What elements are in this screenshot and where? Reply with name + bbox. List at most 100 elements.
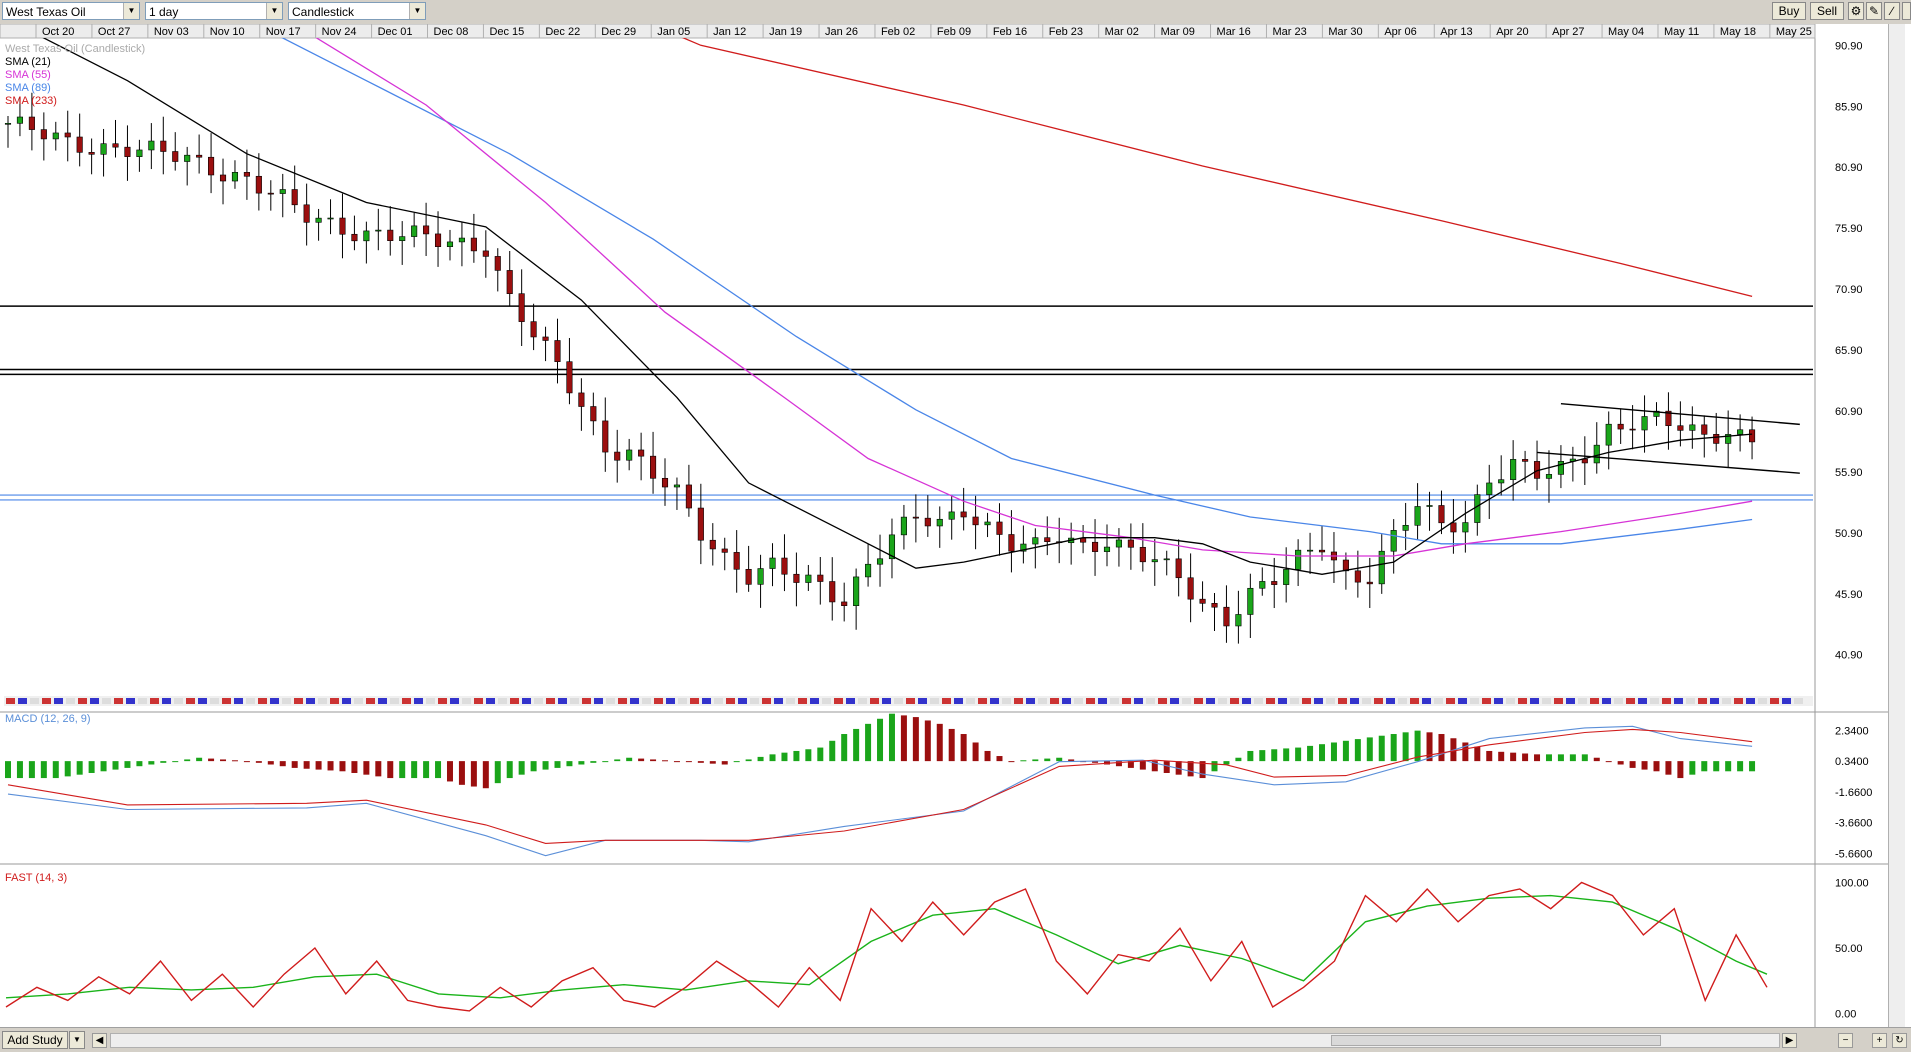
macd-histogram-bar [1295,747,1302,762]
event-flag-icon [318,698,327,704]
macd-histogram-bar [1749,761,1756,772]
sma-21-line [42,38,1753,575]
event-flag-icon [510,698,519,704]
macd-histogram-bar [900,715,907,762]
candle-body [303,204,310,223]
event-flag-icon [138,698,147,704]
event-flag-icon [342,698,351,704]
event-flag-icon [546,698,555,704]
macd-histogram-bar [64,761,71,777]
macd-histogram-bar [1235,757,1242,762]
macd-histogram-bar [446,761,453,782]
macd-histogram-bar [136,761,143,767]
event-flag-icon [1446,698,1455,704]
event-flag-icon [714,698,723,704]
chevron-down-icon[interactable]: ▼ [69,1031,85,1049]
interval-select[interactable]: 1 day ▼ [145,2,283,20]
vertical-scrollbar[interactable] [1888,24,1905,1027]
price-tick-label: 75.90 [1835,223,1863,235]
event-flag-icon [1626,698,1635,704]
event-flag-icon [582,698,591,704]
event-flag-icon [1650,698,1659,704]
macd-histogram-bar [208,758,215,762]
channel-line [1536,451,1800,474]
macd-histogram-bar [972,742,979,762]
chart-svg[interactable]: Oct 20 Oct 27 Nov 03 Nov 10 Nov 17 Nov 24 Dec … [0,24,1911,1027]
macd-histogram-bar [1545,754,1552,762]
chevron-down-icon[interactable]: ▼ [409,3,425,19]
chevron-down-icon[interactable]: ▼ [123,3,139,19]
macd-histogram-bar [697,761,704,763]
reset-icon[interactable]: ↻ [1892,1033,1907,1048]
date-label: Feb 02 [881,26,915,38]
candle-body [590,406,597,422]
event-flag-icon [594,698,603,704]
chevron-down-icon[interactable]: ▼ [266,3,282,19]
event-flag-icon [18,698,27,704]
macd-histogram-bar [805,749,812,762]
event-flag-icon [918,698,927,704]
event-flag-icon [750,698,759,704]
zoom-in-icon[interactable]: + [1872,1033,1887,1048]
scroll-right-icon[interactable]: ▶ [1782,1033,1797,1048]
scroll-left-icon[interactable]: ◀ [92,1033,107,1048]
event-flag-icon [30,698,39,704]
macd-histogram-bar [28,761,35,779]
chart-style-select[interactable]: Candlestick ▼ [288,2,426,20]
candle-body [1486,482,1493,495]
macd-histogram-bar [1056,757,1063,762]
macd-histogram-bar [936,723,943,762]
candle-body [1378,550,1385,585]
sell-button[interactable]: Sell [1810,2,1844,20]
event-flag-icon [642,698,651,704]
event-flag-icon [1422,698,1431,704]
scroll-thumb[interactable] [1331,1035,1661,1046]
candle-body [1689,424,1696,431]
cursor-icon[interactable] [1902,2,1911,20]
instrument-select[interactable]: West Texas Oil ▼ [2,2,140,20]
candle-body [1223,606,1230,627]
event-flag-icon [1662,698,1671,704]
candle-body [1438,505,1445,524]
horizontal-scrollbar[interactable] [110,1033,1780,1048]
macd-title: MACD (12, 26, 9) [5,713,91,725]
macd-histogram-bar [1438,734,1445,762]
macd-histogram-bar [411,761,418,779]
candle-body [1749,429,1756,443]
sma-group [42,38,1753,575]
date-label: Mar 02 [1105,26,1139,38]
macd-histogram-bar [877,718,884,762]
event-flag-icon [1254,698,1263,704]
gear-icon[interactable]: ⚙ [1848,2,1864,20]
candle-body [482,250,489,257]
event-flag-icon [1746,698,1755,704]
macd-histogram-bar [602,761,609,763]
event-flag-icon [378,698,387,704]
event-flag-icon [1158,698,1167,704]
date-label: Apr 27 [1552,26,1584,38]
pencil-icon[interactable]: ✎ [1866,2,1882,20]
candle-body [1175,558,1182,579]
candle-body [1462,522,1469,533]
candle-body [1342,559,1349,572]
buy-button[interactable]: Buy [1772,2,1806,20]
macd-histogram-bar [1187,761,1194,777]
date-label: May 25 [1776,26,1812,38]
add-study-button[interactable]: Add Study [2,1031,68,1049]
event-flag-icon [414,698,423,704]
macd-histogram-bar [1557,754,1564,762]
zoom-out-icon[interactable]: − [1838,1033,1853,1048]
chart-area[interactable]: Oct 20 Oct 27 Nov 03 Nov 10 Nov 17 Nov 24 Dec … [0,24,1911,1027]
line-tool-icon[interactable]: ∕ [1884,2,1900,20]
event-flag-icon [6,698,15,704]
event-flag-icon [786,698,795,704]
candle-body [1450,522,1457,533]
candle-body [1139,546,1146,563]
event-flag-icon [474,698,483,704]
event-flag-icon [1386,698,1395,704]
macd-histogram-bar [435,761,442,779]
macd-histogram-bar [1115,761,1122,767]
date-label: Feb 16 [993,26,1027,38]
event-flag-icon [1242,698,1251,704]
